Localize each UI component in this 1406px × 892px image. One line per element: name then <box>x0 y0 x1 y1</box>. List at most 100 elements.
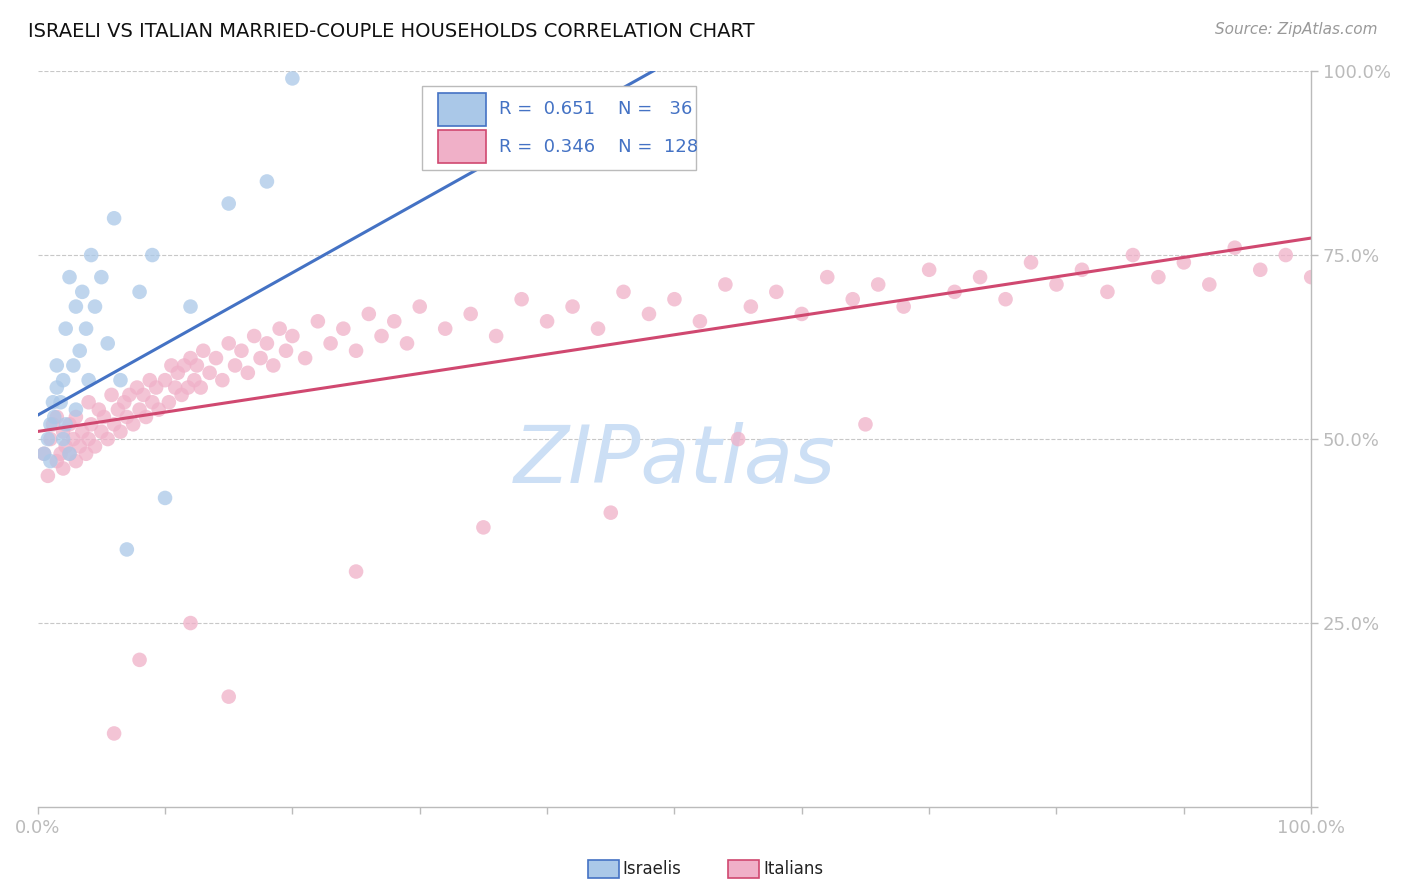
Text: Israelis: Israelis <box>623 860 682 878</box>
Point <box>45 409 67 424</box>
Point <box>918 262 941 277</box>
Point <box>103 726 125 740</box>
Point <box>231 343 253 358</box>
Point <box>55 417 77 432</box>
Text: Italians: Italians <box>763 860 824 878</box>
Point <box>115 409 138 424</box>
Point <box>249 351 271 365</box>
Point <box>65 454 87 468</box>
Point <box>173 359 195 373</box>
Point <box>148 402 170 417</box>
Point <box>1198 277 1220 292</box>
Point <box>55 321 77 335</box>
Point <box>599 506 621 520</box>
Point <box>664 292 686 306</box>
Point <box>42 417 65 432</box>
Point <box>39 432 62 446</box>
Point <box>256 174 278 188</box>
Point <box>128 402 150 417</box>
Point <box>1097 285 1119 299</box>
Point <box>179 351 201 365</box>
Point <box>274 343 297 358</box>
Point <box>262 359 284 373</box>
Point <box>198 366 221 380</box>
Point <box>110 425 132 439</box>
Point <box>77 395 100 409</box>
Point <box>75 447 97 461</box>
Point <box>165 380 187 394</box>
Point <box>80 417 103 432</box>
Point <box>790 307 813 321</box>
Point <box>269 321 291 335</box>
Point <box>49 447 72 461</box>
Point <box>141 248 163 262</box>
Point <box>58 270 80 285</box>
Point <box>868 277 890 292</box>
Point <box>45 359 67 373</box>
Point <box>77 432 100 446</box>
Point <box>193 343 215 358</box>
Point <box>1301 270 1323 285</box>
Point <box>1122 248 1144 262</box>
Point <box>160 359 183 373</box>
Point <box>344 343 367 358</box>
Text: Source: ZipAtlas.com: Source: ZipAtlas.com <box>1215 22 1378 37</box>
Point <box>44 409 66 424</box>
Point <box>65 402 87 417</box>
Point <box>139 373 162 387</box>
Point <box>186 359 208 373</box>
Point <box>32 447 55 461</box>
Point <box>370 329 392 343</box>
Point <box>612 285 634 299</box>
Point <box>90 425 112 439</box>
Point <box>128 285 150 299</box>
Point <box>69 343 91 358</box>
Point <box>52 461 75 475</box>
Point <box>994 292 1017 306</box>
Point <box>135 409 157 424</box>
Point <box>561 300 583 314</box>
Point <box>90 270 112 285</box>
Point <box>77 373 100 387</box>
Point <box>740 300 762 314</box>
Point <box>1274 248 1296 262</box>
Point <box>472 520 495 534</box>
Point <box>69 439 91 453</box>
Point <box>100 388 122 402</box>
Point <box>689 314 711 328</box>
Point <box>87 402 110 417</box>
Point <box>224 359 246 373</box>
Point <box>42 395 65 409</box>
Point <box>128 653 150 667</box>
Point <box>1147 270 1170 285</box>
Point <box>307 314 329 328</box>
Point <box>32 447 55 461</box>
Text: ZIPatlas: ZIPatlas <box>513 422 835 500</box>
Point <box>39 454 62 468</box>
Point <box>841 292 863 306</box>
Point <box>52 432 75 446</box>
Point <box>37 468 59 483</box>
Point <box>58 447 80 461</box>
Point <box>65 409 87 424</box>
Point <box>211 373 233 387</box>
Point <box>586 321 609 335</box>
Point <box>727 432 749 446</box>
Point <box>714 277 737 292</box>
Point <box>170 388 193 402</box>
Point <box>510 292 533 306</box>
Point <box>84 439 107 453</box>
Point <box>409 300 432 314</box>
Point <box>281 329 304 343</box>
Point <box>943 285 966 299</box>
Point <box>103 417 125 432</box>
Point <box>1071 262 1094 277</box>
Point <box>122 417 145 432</box>
Point <box>969 270 991 285</box>
Point <box>58 447 80 461</box>
Point <box>80 248 103 262</box>
Point <box>236 366 259 380</box>
Point <box>110 373 132 387</box>
Point <box>179 300 201 314</box>
Point <box>97 432 120 446</box>
